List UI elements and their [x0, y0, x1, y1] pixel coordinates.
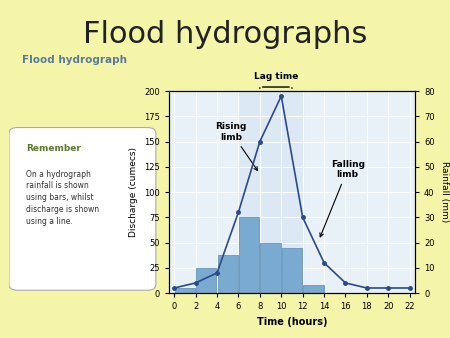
Text: On a hydrograph
rainfall is shown
using bars, whilst
discharge is shown
using a : On a hydrograph rainfall is shown using … — [26, 170, 99, 226]
Bar — [303, 286, 324, 293]
Bar — [175, 288, 195, 293]
Text: Falling
limb: Falling limb — [320, 160, 364, 237]
FancyBboxPatch shape — [9, 127, 156, 290]
Text: Rising
limb: Rising limb — [215, 122, 257, 171]
Bar — [217, 255, 238, 293]
X-axis label: Time (hours): Time (hours) — [256, 317, 327, 327]
Text: Remember: Remember — [26, 144, 81, 153]
Bar — [239, 217, 259, 293]
Y-axis label: Discharge (cumecs): Discharge (cumecs) — [130, 147, 139, 237]
Text: Flood hydrograph: Flood hydrograph — [22, 54, 127, 65]
Bar — [196, 268, 216, 293]
Text: Flood hydrographs: Flood hydrographs — [83, 20, 367, 49]
Text: Lag time: Lag time — [254, 72, 298, 81]
Y-axis label: Rainfall (mm): Rainfall (mm) — [440, 162, 449, 223]
Bar — [282, 248, 302, 293]
Bar — [261, 243, 281, 293]
Bar — [238, 91, 303, 293]
